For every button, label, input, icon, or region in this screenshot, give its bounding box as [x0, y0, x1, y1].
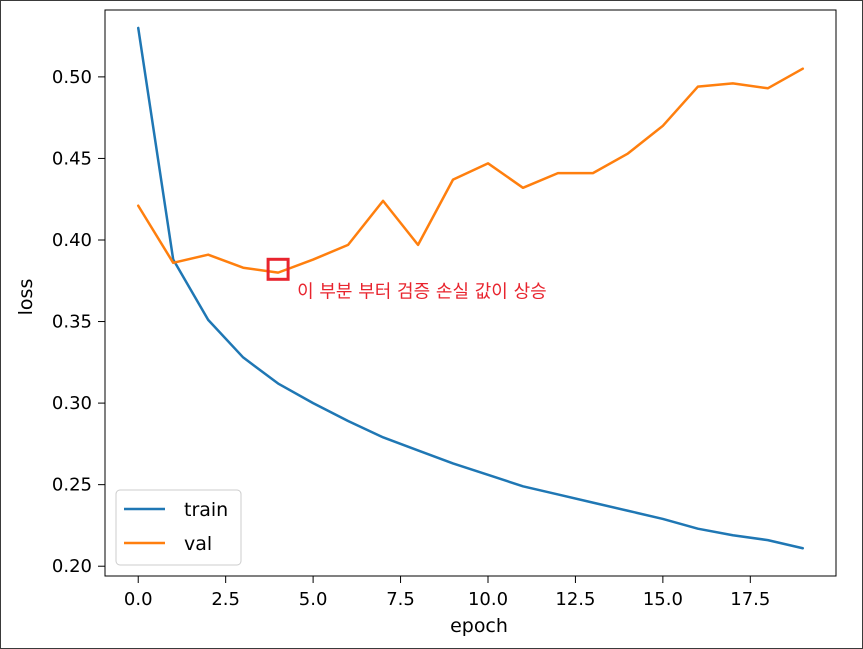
x-tick-label: 10.0: [468, 589, 508, 610]
y-tick-label: 0.35: [52, 312, 92, 333]
y-axis-label: loss: [15, 279, 37, 316]
x-tick-label: 5.0: [299, 589, 328, 610]
y-tick-label: 0.25: [52, 475, 92, 496]
x-tick-label: 7.5: [386, 589, 415, 610]
legend-train-label: train: [184, 499, 228, 521]
plot-area: [104, 9, 837, 577]
x-tick-label: 12.5: [555, 589, 595, 610]
annotation-marker-box: [266, 257, 290, 281]
legend: train val: [115, 489, 242, 566]
annotation-text: 이 부분 부터 검증 손실 값이 상승: [297, 281, 547, 302]
y-tick-label: 0.40: [52, 230, 92, 251]
x-axis-label: epoch: [450, 615, 508, 637]
annotation-group: 이 부분 부터 검증 손실 값이 상승: [266, 257, 547, 302]
y-axis-ticks: 0.20 0.25 0.30 0.35 0.40 0.45 0.50: [52, 67, 105, 577]
y-tick-label: 0.30: [52, 393, 92, 414]
x-tick-label: 0.0: [124, 589, 153, 610]
y-tick-label: 0.45: [52, 148, 92, 169]
y-tick-label: 0.50: [52, 67, 92, 88]
y-tick-label: 0.20: [52, 556, 92, 577]
x-tick-label: 2.5: [211, 589, 240, 610]
series-line-val: [136, 67, 805, 274]
x-axis-ticks: 0.0 2.5 5.0 7.5 10.0 12.5 15.0 17.5: [124, 576, 770, 610]
legend-val-label: val: [184, 533, 212, 555]
x-tick-label: 17.5: [730, 589, 770, 610]
series-line-train: [136, 26, 805, 550]
x-tick-label: 15.0: [643, 589, 683, 610]
series-lines: [136, 26, 805, 550]
